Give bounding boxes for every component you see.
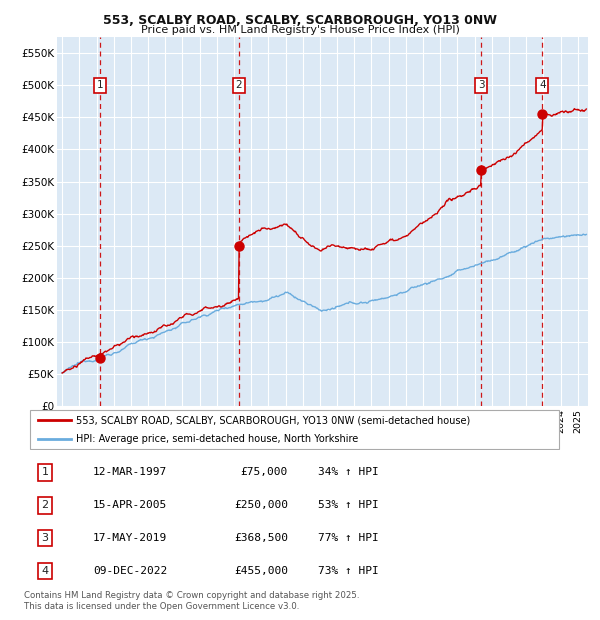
Text: 2: 2 bbox=[41, 500, 49, 510]
Text: 73% ↑ HPI: 73% ↑ HPI bbox=[318, 566, 379, 576]
Text: 53% ↑ HPI: 53% ↑ HPI bbox=[318, 500, 379, 510]
Text: 2: 2 bbox=[236, 81, 242, 91]
Text: 1: 1 bbox=[41, 467, 49, 477]
FancyBboxPatch shape bbox=[29, 410, 559, 449]
Text: 3: 3 bbox=[478, 81, 484, 91]
Text: 553, SCALBY ROAD, SCALBY, SCARBOROUGH, YO13 0NW (semi-detached house): 553, SCALBY ROAD, SCALBY, SCARBOROUGH, Y… bbox=[76, 415, 470, 425]
Text: 1: 1 bbox=[97, 81, 103, 91]
Text: £75,000: £75,000 bbox=[241, 467, 288, 477]
Text: 34% ↑ HPI: 34% ↑ HPI bbox=[318, 467, 379, 477]
Text: 4: 4 bbox=[539, 81, 545, 91]
Text: Price paid vs. HM Land Registry's House Price Index (HPI): Price paid vs. HM Land Registry's House … bbox=[140, 25, 460, 35]
Text: 3: 3 bbox=[41, 533, 49, 543]
Text: Contains HM Land Registry data © Crown copyright and database right 2025.
This d: Contains HM Land Registry data © Crown c… bbox=[24, 591, 359, 611]
Text: 17-MAY-2019: 17-MAY-2019 bbox=[93, 533, 167, 543]
Text: 12-MAR-1997: 12-MAR-1997 bbox=[93, 467, 167, 477]
Text: 553, SCALBY ROAD, SCALBY, SCARBOROUGH, YO13 0NW: 553, SCALBY ROAD, SCALBY, SCARBOROUGH, Y… bbox=[103, 14, 497, 27]
Text: £250,000: £250,000 bbox=[234, 500, 288, 510]
Text: 4: 4 bbox=[41, 566, 49, 576]
Text: £368,500: £368,500 bbox=[234, 533, 288, 543]
Text: HPI: Average price, semi-detached house, North Yorkshire: HPI: Average price, semi-detached house,… bbox=[76, 433, 359, 444]
Text: £455,000: £455,000 bbox=[234, 566, 288, 576]
Text: 15-APR-2005: 15-APR-2005 bbox=[93, 500, 167, 510]
Text: 77% ↑ HPI: 77% ↑ HPI bbox=[318, 533, 379, 543]
Text: 09-DEC-2022: 09-DEC-2022 bbox=[93, 566, 167, 576]
